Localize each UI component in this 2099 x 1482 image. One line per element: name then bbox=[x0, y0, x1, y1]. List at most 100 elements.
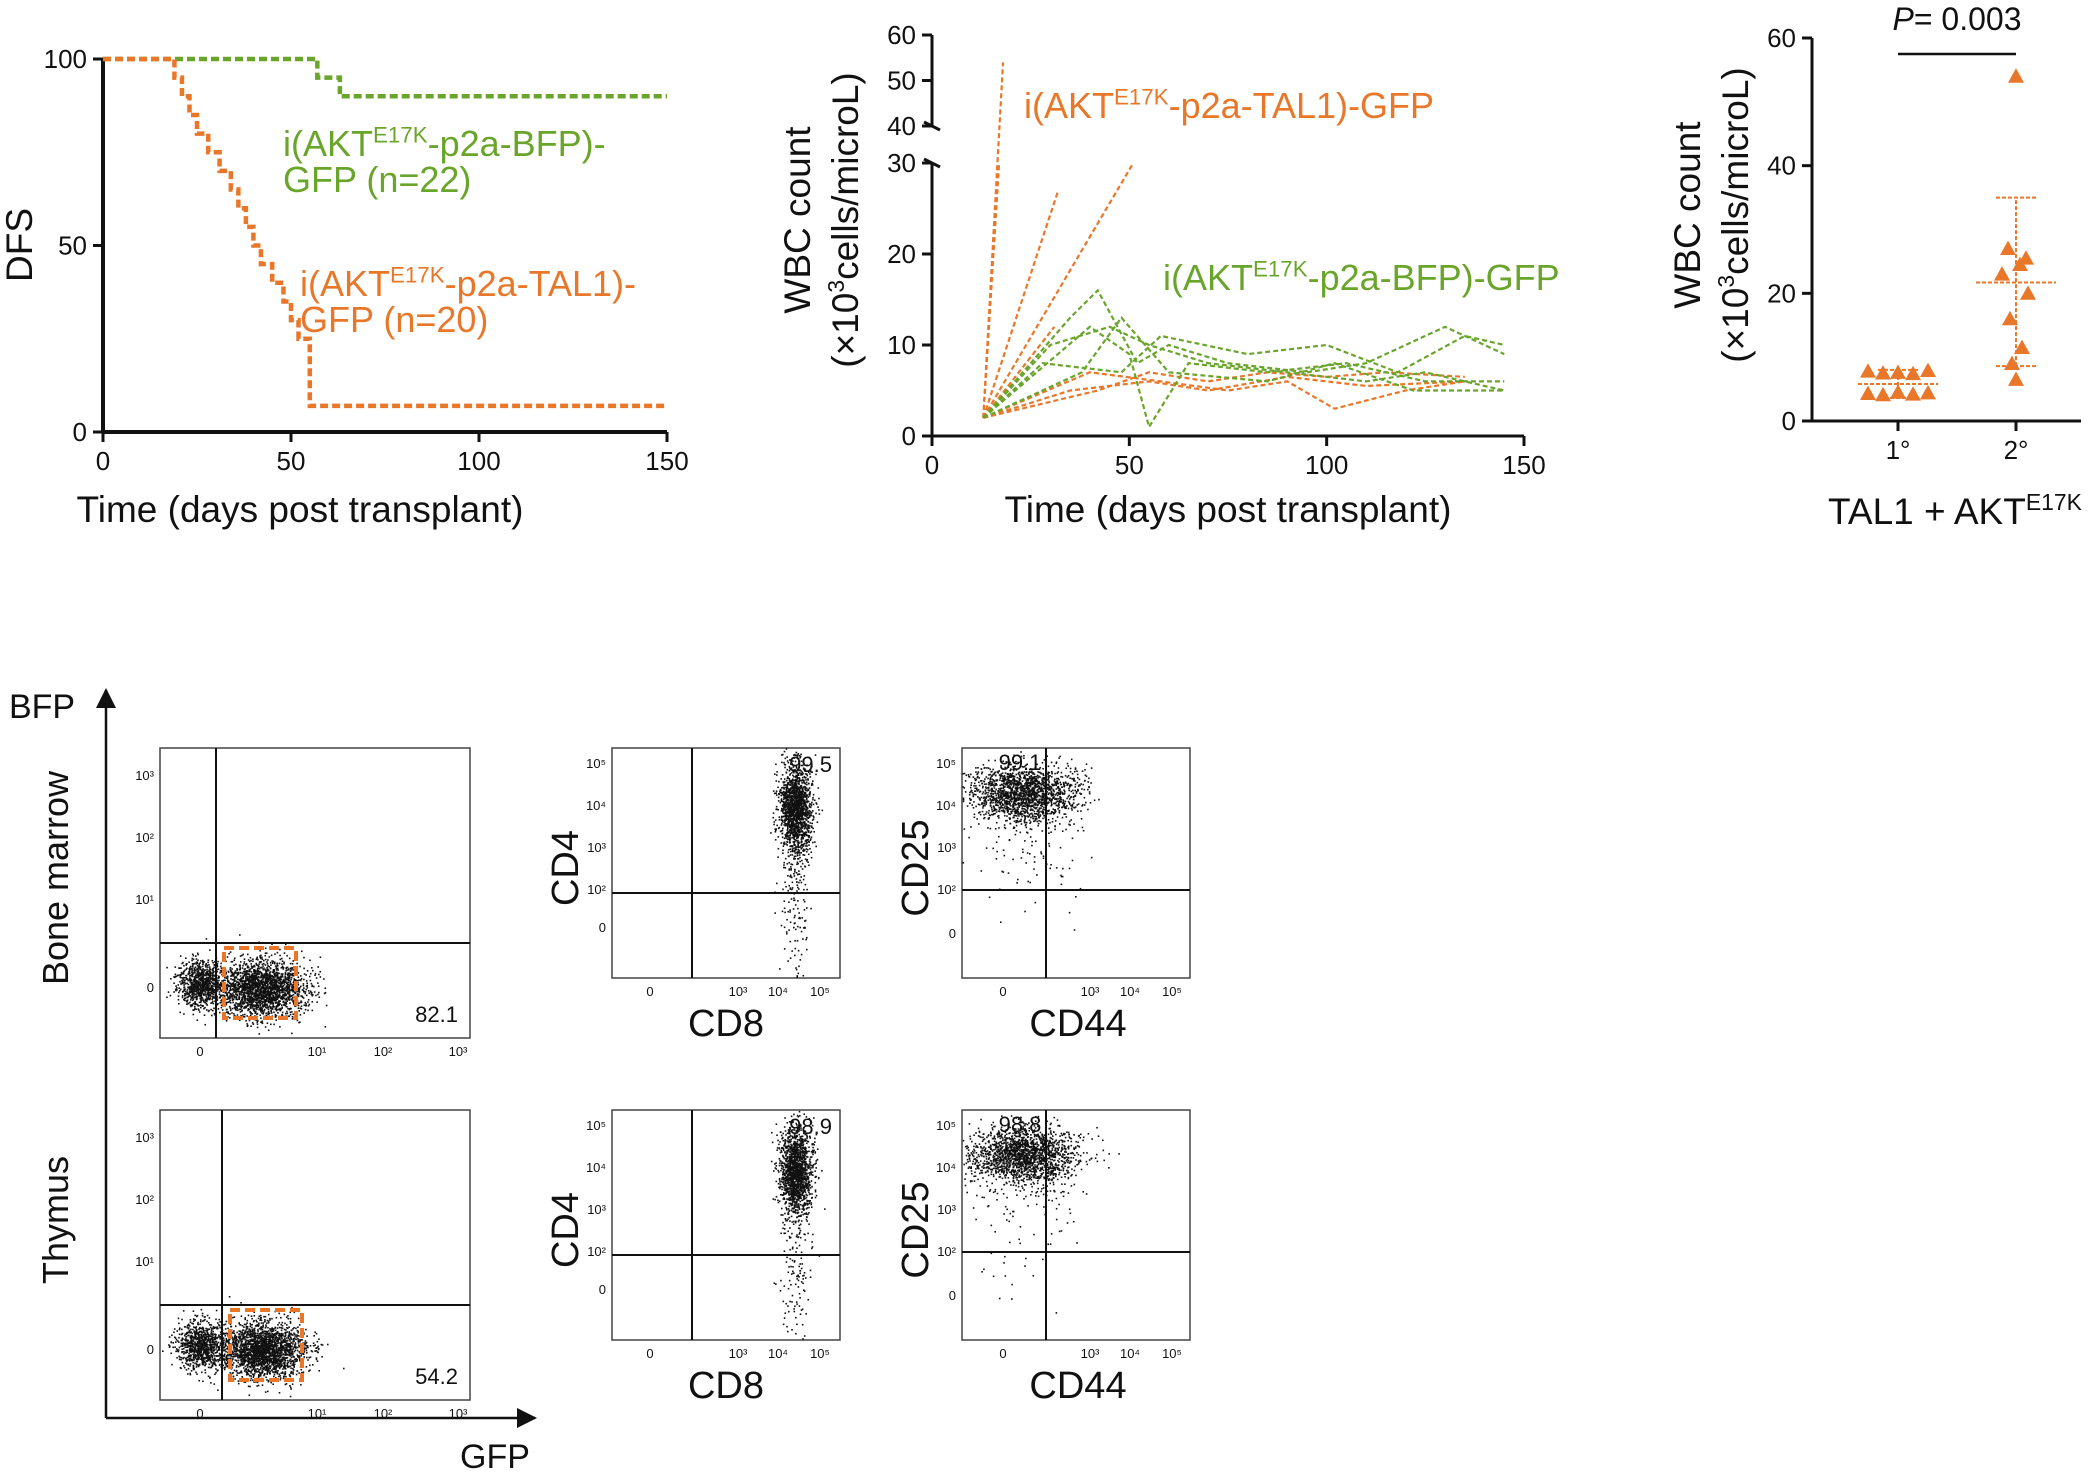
cell-event bbox=[782, 786, 785, 789]
cell-event bbox=[806, 809, 808, 812]
cell-event bbox=[230, 983, 233, 986]
cell-event bbox=[208, 964, 210, 966]
cell-event bbox=[792, 795, 794, 797]
cell-event bbox=[286, 1000, 288, 1002]
cell-event bbox=[810, 762, 812, 765]
cell-event bbox=[287, 996, 289, 998]
cell-event bbox=[245, 970, 248, 972]
cell-event bbox=[776, 771, 778, 773]
legend-green-line2: GFP (n=22) bbox=[283, 159, 471, 200]
cell-event bbox=[247, 990, 250, 993]
cell-event bbox=[215, 988, 218, 991]
cell-event bbox=[271, 979, 274, 981]
cell-event bbox=[268, 1012, 271, 1015]
cell-event bbox=[202, 959, 204, 962]
cell-event bbox=[291, 988, 294, 990]
x-tick-label: 0 bbox=[925, 450, 939, 480]
cell-event bbox=[194, 1002, 196, 1005]
cell-event bbox=[789, 781, 792, 784]
cell-event bbox=[196, 995, 199, 998]
cell-event bbox=[263, 959, 265, 962]
cell-event bbox=[775, 829, 777, 832]
cell-event bbox=[227, 980, 230, 982]
cell-event bbox=[263, 1001, 265, 1003]
cell-event bbox=[187, 1002, 190, 1005]
cell-event bbox=[805, 811, 807, 813]
cell-event bbox=[272, 960, 275, 963]
cell-event bbox=[242, 1003, 244, 1005]
cell-event bbox=[788, 794, 790, 797]
cell-event bbox=[189, 991, 192, 993]
cell-event bbox=[260, 998, 263, 1000]
cell-event bbox=[225, 977, 228, 979]
cell-event bbox=[789, 773, 792, 775]
cell-event bbox=[277, 986, 280, 989]
cell-event bbox=[808, 840, 810, 843]
cell-event bbox=[791, 846, 794, 848]
cell-event bbox=[220, 985, 222, 987]
cell-event bbox=[311, 985, 313, 988]
cell-event bbox=[238, 998, 241, 1000]
cell-event bbox=[269, 995, 272, 997]
cell-event bbox=[199, 1004, 202, 1006]
cell-event bbox=[259, 993, 262, 996]
cell-event bbox=[805, 834, 808, 837]
cell-event bbox=[791, 802, 793, 805]
y-tick-label: 20 bbox=[887, 239, 916, 269]
cell-event bbox=[269, 988, 272, 990]
cell-event bbox=[267, 1001, 270, 1004]
cell-event bbox=[248, 995, 250, 998]
cell-event bbox=[291, 998, 293, 1000]
cell-event bbox=[258, 996, 260, 999]
cell-event bbox=[805, 795, 808, 797]
cell-event bbox=[202, 968, 204, 970]
cell-event bbox=[779, 790, 781, 793]
cell-event bbox=[795, 798, 798, 801]
cell-event bbox=[264, 996, 267, 998]
cell-event bbox=[782, 852, 784, 854]
cell-event bbox=[792, 803, 795, 806]
cell-event bbox=[787, 803, 790, 806]
cell-event bbox=[262, 1013, 264, 1015]
cell-event bbox=[215, 973, 217, 976]
cell-event bbox=[784, 786, 786, 789]
cell-event bbox=[784, 818, 786, 820]
cell-event bbox=[787, 761, 790, 764]
cell-event bbox=[173, 991, 175, 993]
cell-event bbox=[794, 793, 796, 795]
y-tick-label: 0 bbox=[73, 417, 87, 447]
cell-event bbox=[796, 846, 799, 848]
cell-event bbox=[207, 982, 210, 985]
cell-event bbox=[258, 997, 260, 1000]
cell-event bbox=[252, 1009, 255, 1011]
cell-event bbox=[270, 964, 272, 966]
cell-event bbox=[798, 888, 800, 890]
cell-event bbox=[809, 773, 811, 775]
cell-event bbox=[275, 1008, 278, 1010]
cell-event bbox=[211, 998, 213, 1000]
y-axis-label: DFS bbox=[0, 208, 40, 282]
cell-event bbox=[204, 964, 207, 966]
cell-event bbox=[808, 803, 811, 805]
cell-event bbox=[264, 954, 267, 957]
cell-event bbox=[799, 926, 801, 929]
cell-event bbox=[275, 1014, 278, 1017]
cell-event bbox=[276, 965, 279, 967]
cell-event bbox=[247, 997, 249, 1000]
cell-event bbox=[791, 782, 793, 785]
cell-event bbox=[189, 988, 192, 990]
cell-event bbox=[286, 987, 289, 990]
cell-event bbox=[179, 1011, 181, 1014]
cell-event bbox=[802, 833, 805, 836]
cell-event bbox=[206, 984, 208, 986]
cell-event bbox=[250, 980, 252, 982]
cell-event bbox=[803, 812, 806, 814]
cell-event bbox=[213, 970, 215, 973]
cell-event bbox=[790, 869, 792, 871]
cell-event bbox=[177, 998, 180, 1001]
cell-event bbox=[257, 1020, 259, 1022]
cell-event bbox=[807, 788, 810, 791]
cell-event bbox=[309, 990, 312, 993]
cell-event bbox=[289, 995, 292, 997]
cell-event bbox=[306, 987, 309, 989]
